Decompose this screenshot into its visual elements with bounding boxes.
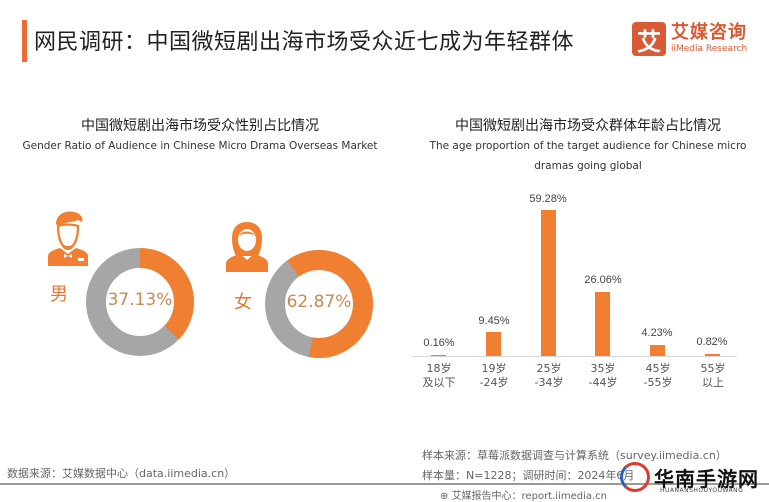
watermark: 华南手游网	[620, 462, 759, 492]
bar-value: 26.06%	[584, 274, 622, 286]
female-label: 女	[234, 292, 252, 313]
bar-value: 0.16%	[423, 337, 455, 349]
report-center-link[interactable]: ⊕ 艾媒报告中心：report.iimedia.cn	[440, 491, 608, 502]
bar-18-and-under	[431, 355, 446, 356]
gender-chart-title: 中国微短剧出海市场受众性别占比情况	[81, 118, 319, 134]
bar-35-44	[595, 292, 610, 356]
bar-chart-axis	[412, 356, 737, 357]
female-percentage: 62.87%	[286, 292, 352, 312]
bar-category: 55岁 以上	[700, 362, 726, 389]
bar-category: 18岁 及以下	[422, 362, 456, 389]
title-accent-bar	[22, 20, 27, 62]
report-center-icon: ⊕	[440, 491, 452, 502]
male-user-icon	[48, 211, 88, 266]
watermark-subtext: HUANANSHOUYOUWANG	[660, 487, 744, 494]
male-donut-chart	[86, 248, 194, 356]
female-user-icon	[226, 222, 268, 272]
female-donut-chart	[265, 250, 373, 358]
logo-mark-icon: 艾	[632, 22, 666, 56]
watermark-logo-icon	[620, 462, 650, 492]
bar-value: 0.82%	[696, 336, 728, 348]
bar-25-34	[541, 210, 556, 356]
bar-value: 9.45%	[478, 315, 510, 327]
gender-chart-subtitle: Gender Ratio of Audience in Chinese Micr…	[22, 140, 378, 152]
bar-category: 45岁 -55岁	[643, 362, 673, 389]
age-chart-subtitle-line1: The age proportion of the target audienc…	[429, 140, 747, 152]
page-title: 网民调研：中国微短剧出海市场受众近七成为年轻群体	[34, 30, 575, 55]
bar-value: 4.23%	[641, 327, 673, 339]
logo-name-en: iiMedia Research	[671, 44, 748, 54]
footer-rule	[0, 483, 769, 485]
bar-value: 59.28%	[529, 193, 567, 205]
data-source: 数据来源：艾媒数据中心（data.iimedia.cn）	[7, 467, 236, 480]
sample-source: 样本来源：草莓派数据调查与计算系统（survey.iimedia.cn）	[422, 449, 727, 462]
age-chart-subtitle-line2: dramas going global	[534, 160, 642, 172]
bar-19-24	[486, 332, 501, 356]
bar-category: 19岁 -24岁	[479, 362, 509, 389]
watermark-text: 华南手游网	[654, 466, 759, 491]
male-label: 男	[50, 284, 68, 305]
bar-category: 35岁 -44岁	[588, 362, 618, 389]
bar-45-55	[650, 345, 665, 356]
age-chart-title: 中国微短剧出海市场受众群体年龄占比情况	[455, 118, 721, 134]
male-percentage: 37.13%	[107, 290, 173, 310]
iimedia-logo: 艾 艾媒咨询 iiMedia Research	[632, 20, 747, 58]
bar-category: 25岁 -34岁	[534, 362, 564, 389]
logo-name-cn: 艾媒咨询	[671, 22, 747, 43]
bar-55-plus	[705, 354, 720, 356]
sample-size: 样本量：N=1228；调研时间：2024年6月	[422, 469, 635, 482]
